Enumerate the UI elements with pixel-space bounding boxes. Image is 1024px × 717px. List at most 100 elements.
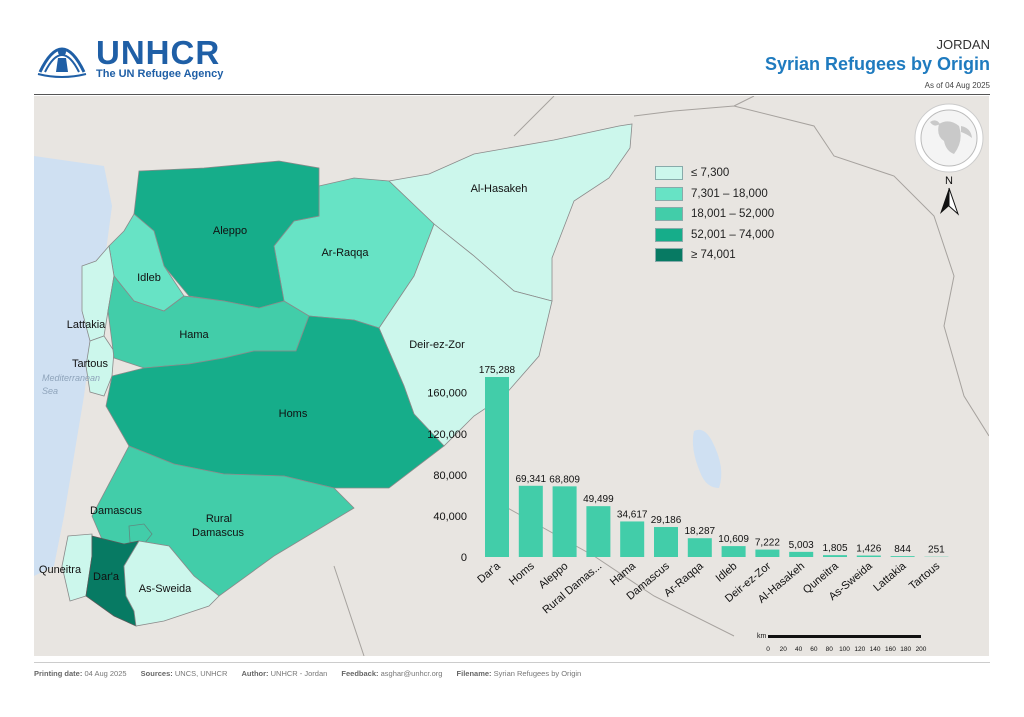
bar-value-label: 175,288 xyxy=(479,365,516,376)
bar xyxy=(654,527,678,557)
lake xyxy=(692,429,722,488)
mediterranean-sea xyxy=(34,156,112,576)
scale-tick-label: 80 xyxy=(826,646,834,653)
bar xyxy=(586,506,611,557)
bar xyxy=(518,485,543,557)
bar xyxy=(485,377,509,557)
legend-row: 52,001 – 74,000 xyxy=(655,225,774,246)
map-legend: ≤ 7,300 7,301 – 18,000 18,001 – 52,000 5… xyxy=(655,163,774,266)
scale-tick-label: 120 xyxy=(854,646,865,653)
legend-swatch xyxy=(655,166,683,181)
refugee-bar-chart: 0 40,000 80,000 120,000 160,000 175,288 Dar'a 6… xyxy=(427,365,949,616)
label-damascus: Damascus xyxy=(90,505,142,517)
y-tick-label: 0 xyxy=(461,552,467,564)
country-borders xyxy=(333,96,989,656)
scale-tick-label: 180 xyxy=(900,646,911,653)
legend-label: 7,301 – 18,000 xyxy=(691,187,768,200)
y-tick-label: 120,000 xyxy=(427,429,467,441)
bar-value-label: 29,186 xyxy=(651,515,682,526)
footer-printing-date: Printing date: 04 Aug 2025 xyxy=(34,669,127,678)
x-category-label: Idleb xyxy=(714,560,740,585)
label-homs: Homs xyxy=(279,408,308,420)
y-tick-label: 160,000 xyxy=(427,388,467,400)
map-canvas: Al-Hasakeh Aleppo Ar-Raqqa Idleb Lattaki… xyxy=(34,96,989,656)
footer-feedback: Feedback: asghar@unhcr.org xyxy=(341,669,443,678)
label-tartous: Tartous xyxy=(72,358,109,370)
legend-row: 18,001 – 52,000 xyxy=(655,204,774,225)
footer-filename: Filename: Syrian Refugees by Origin xyxy=(456,669,582,678)
bar-value-label: 68,809 xyxy=(549,474,580,485)
scale-tick-label: 140 xyxy=(870,646,881,653)
label-deir-ez-zor: Deir-ez-Zor xyxy=(409,339,465,351)
org-tagline: The UN Refugee Agency xyxy=(96,68,224,80)
scale-unit: km xyxy=(757,633,767,640)
label-as-sweida: As-Sweida xyxy=(139,583,192,595)
bar xyxy=(823,555,847,557)
label-ar-raqqa: Ar-Raqqa xyxy=(321,247,369,259)
legend-label: 18,001 – 52,000 xyxy=(691,208,775,221)
bar-value-label: 18,287 xyxy=(685,526,716,537)
scale-tick-label: 0 xyxy=(766,646,770,653)
north-label: N xyxy=(945,175,953,187)
map-frame: Al-Hasakeh Aleppo Ar-Raqqa Idleb Lattaki… xyxy=(34,96,989,656)
bar-value-label: 10,609 xyxy=(718,534,749,545)
scale-tick-label: 60 xyxy=(810,646,818,653)
scale-bar: km 0 20 40 60 80 100 120 140 160 180 200 xyxy=(757,633,927,653)
bar xyxy=(755,549,780,557)
scale-tick-label: 200 xyxy=(916,646,927,653)
header-rule xyxy=(34,94,990,95)
region-as-sweida[interactable] xyxy=(123,540,220,627)
unhcr-logo: UNHCR The UN Refugee Agency xyxy=(34,32,244,84)
label-hama: Hama xyxy=(179,329,209,341)
sea-label-2: Sea xyxy=(42,386,58,396)
label-quneitra: Quneitra xyxy=(39,564,82,576)
region-damascus[interactable] xyxy=(128,523,153,545)
bar-value-label: 5,003 xyxy=(789,540,814,551)
legend-row: ≤ 7,300 xyxy=(655,163,774,184)
north-arrow-icon: N xyxy=(940,175,960,216)
country-label: JORDAN xyxy=(936,37,990,52)
bar-value-label: 1,805 xyxy=(822,543,847,554)
bar-value-label: 34,617 xyxy=(617,509,648,520)
y-tick-label: 40,000 xyxy=(433,511,467,523)
legend-row: ≥ 74,001 xyxy=(655,245,774,266)
bar-value-label: 251 xyxy=(928,545,945,556)
label-idleb: Idleb xyxy=(137,272,161,284)
legend-label: ≥ 74,001 xyxy=(691,249,736,262)
label-dara: Dar'a xyxy=(93,571,120,583)
legend-swatch xyxy=(655,248,683,263)
bar-value-label: 7,222 xyxy=(755,538,780,549)
x-category-label: Rural Damas... xyxy=(540,560,604,616)
legend-row: 7,301 – 18,000 xyxy=(655,184,774,205)
legend-swatch xyxy=(655,207,683,222)
bar xyxy=(687,538,712,557)
bar-value-label: 49,499 xyxy=(583,494,614,505)
x-category-label: Tartous xyxy=(907,560,943,593)
bar-value-label: 1,426 xyxy=(856,544,881,555)
region-tartous[interactable] xyxy=(85,335,115,397)
label-rural-damascus-line2: Damascus xyxy=(192,527,244,539)
org-name: UNHCR xyxy=(96,34,221,71)
as-of-date: As of 04 Aug 2025 xyxy=(924,81,990,90)
legend-label: ≤ 7,300 xyxy=(691,167,730,180)
footer-author: Author: UNHCR - Jordan xyxy=(241,669,328,678)
footer-sources: Sources: UNCS, UNHCR xyxy=(140,669,228,678)
scale-tick-label: 40 xyxy=(795,646,803,653)
scale-tick-label: 160 xyxy=(885,646,896,653)
bar xyxy=(552,486,577,557)
label-al-hasakeh: Al-Hasakeh xyxy=(471,183,528,195)
x-category-label: Hama xyxy=(608,560,639,589)
legend-swatch xyxy=(655,186,683,201)
sea-label-1: Mediterranean xyxy=(42,373,100,383)
scale-tick-label: 20 xyxy=(780,646,788,653)
bar xyxy=(890,556,915,557)
bar xyxy=(789,551,814,557)
bar-value-label: 844 xyxy=(894,544,911,555)
scale-tick-label: 100 xyxy=(839,646,850,653)
locator-globe xyxy=(914,103,984,173)
label-lattakia: Lattakia xyxy=(67,319,106,331)
y-tick-label: 80,000 xyxy=(433,470,467,482)
unhcr-emblem-icon xyxy=(37,47,87,78)
bar-value-label: 69,341 xyxy=(516,474,547,485)
legend-swatch xyxy=(655,227,683,242)
